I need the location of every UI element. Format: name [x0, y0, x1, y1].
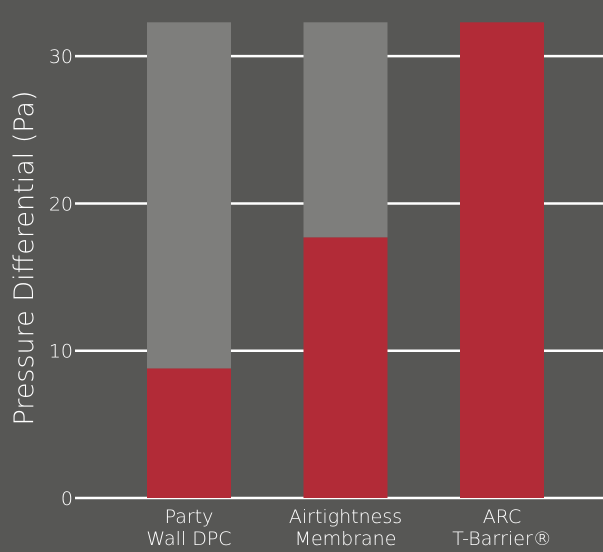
y-tick-label: 0	[61, 488, 73, 510]
y-tick-label: 10	[49, 341, 73, 363]
y-tick-label: 30	[49, 46, 73, 68]
y-axis-title: Pressure Differential (Pa)	[9, 90, 40, 425]
x-category-label: Party Wall DPC	[146, 506, 231, 550]
y-axis-ticks: 0 10 20 30	[49, 46, 73, 510]
bar-primary	[460, 22, 544, 499]
bar-remainder	[303, 22, 388, 238]
bar-primary	[303, 237, 388, 498]
x-category-label: Airtightness Membrane	[289, 506, 402, 550]
bar-primary	[147, 368, 231, 498]
x-category-label: ARC T-Barrier®	[452, 506, 552, 550]
x-axis-categories: Party Wall DPC Airtightness Membrane ARC T-Ba…	[146, 506, 551, 550]
y-tick-label: 20	[49, 193, 73, 215]
bars	[147, 22, 544, 499]
bar-remainder	[147, 22, 231, 369]
